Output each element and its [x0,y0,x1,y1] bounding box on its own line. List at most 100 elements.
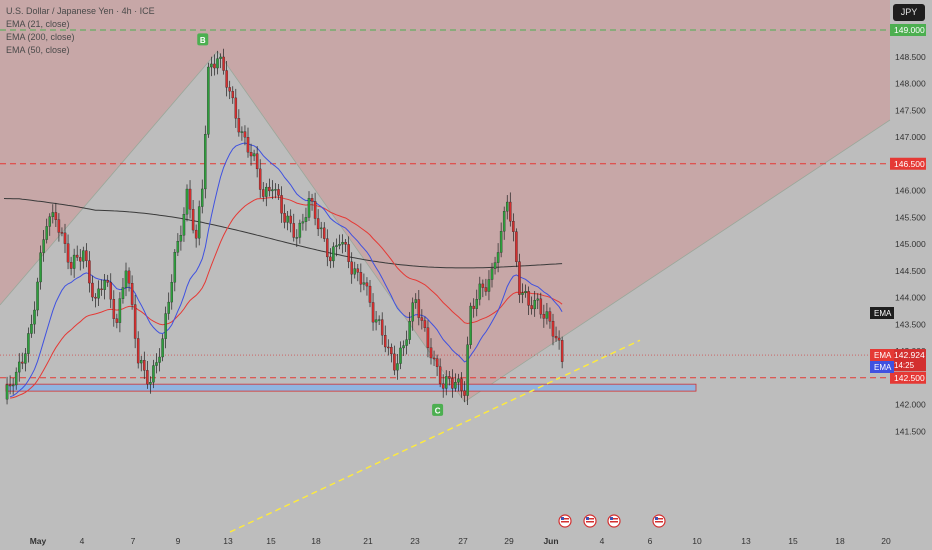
level-tag-2[interactable]: 142.500 [890,371,926,384]
ema-21-line[interactable] [9,142,563,398]
candle-body [268,186,271,192]
candle-body [310,198,314,202]
candle-body [405,339,408,346]
x-tick-label: 13 [741,536,751,546]
candle-body [149,382,152,385]
candle-body [164,313,167,339]
candle [478,276,482,306]
candle [521,283,524,304]
candle-body [304,217,308,222]
current-price-bg [890,349,926,372]
candle-body [51,212,55,217]
candle-body [536,298,540,301]
indicator-ema-21[interactable]: EMA (21, close) [6,19,70,29]
candle [371,293,375,331]
us-flag-icon[interactable] [607,514,621,528]
candle [542,304,546,328]
flag-stripe [561,518,569,520]
candle-body [478,283,482,300]
candle [304,207,308,231]
candle [127,267,131,292]
candle-body [301,221,305,224]
candle [222,48,225,75]
candle [322,222,326,242]
ema-label-1[interactable]: EMA [870,349,894,361]
candle [204,125,207,199]
candle-body [8,384,12,387]
candle-body [521,292,524,295]
candle-body [258,168,262,190]
trend-line[interactable] [229,339,641,533]
y-tick-label: 143.500 [895,319,926,329]
candle [228,80,231,100]
candle [210,56,213,77]
symbol-title[interactable]: U.S. Dollar / Japanese Yen · 4h · ICE [6,6,155,16]
candle-body [344,242,347,245]
candle [460,372,463,398]
candle [72,248,76,278]
us-flag-icon[interactable] [652,514,666,528]
level-tag-0[interactable]: 149.000 [890,24,926,36]
us-flag-icon[interactable] [583,514,597,528]
candle-body [170,282,173,303]
candle [432,350,436,366]
candle-body [197,206,201,239]
candle-body [292,223,295,238]
candle-body [359,272,363,285]
candle [454,373,457,392]
pattern-point-C-marker[interactable] [432,403,444,416]
candle [475,289,478,317]
candle [268,178,271,197]
candle-body [60,232,64,234]
candle [75,245,79,261]
candle-body [533,300,536,310]
candle [347,236,350,269]
candle [194,224,198,248]
us-flag-icon[interactable] [558,514,572,528]
candle [438,358,442,388]
candle [176,233,180,257]
candle-body [557,337,561,341]
ema-label-0[interactable]: EMA [870,307,894,319]
candle [97,280,100,307]
candle-body [307,198,311,218]
x-tick-label: 15 [788,536,798,546]
support-zone[interactable] [5,383,697,392]
pattern-point-B-marker[interactable] [197,33,209,46]
indicator-ema-200[interactable]: EMA (200, close) [6,32,75,42]
candle-body [158,356,161,363]
currency-button[interactable]: JPY [893,4,925,21]
y-tick-label: 145.500 [895,212,926,222]
candle [143,351,146,379]
candle-body [341,242,344,245]
candle [271,180,274,200]
ema-label-2[interactable]: EMA [870,361,894,373]
flag-stripe [561,521,569,523]
candle [103,273,106,300]
candle-body [338,244,341,246]
candle-body [265,186,268,197]
candle [414,293,417,309]
level-tag-1[interactable]: 146.500 [890,157,926,170]
candle [91,275,94,302]
candle-body [146,370,149,385]
candle-body [295,237,299,239]
candle [118,292,122,333]
candle [17,353,21,382]
ema-200-line[interactable] [3,198,563,269]
candle [234,88,238,128]
ema-label-bg [870,349,894,361]
candle-body [475,299,478,309]
candle [509,192,512,227]
candle [109,273,113,308]
candle-body [255,153,259,170]
candle [277,183,280,200]
flag-stripe [586,521,594,523]
indicator-ema-50[interactable]: EMA (50, close) [6,45,70,55]
candle [365,277,369,296]
candle-body [106,280,109,283]
candle [124,262,128,297]
